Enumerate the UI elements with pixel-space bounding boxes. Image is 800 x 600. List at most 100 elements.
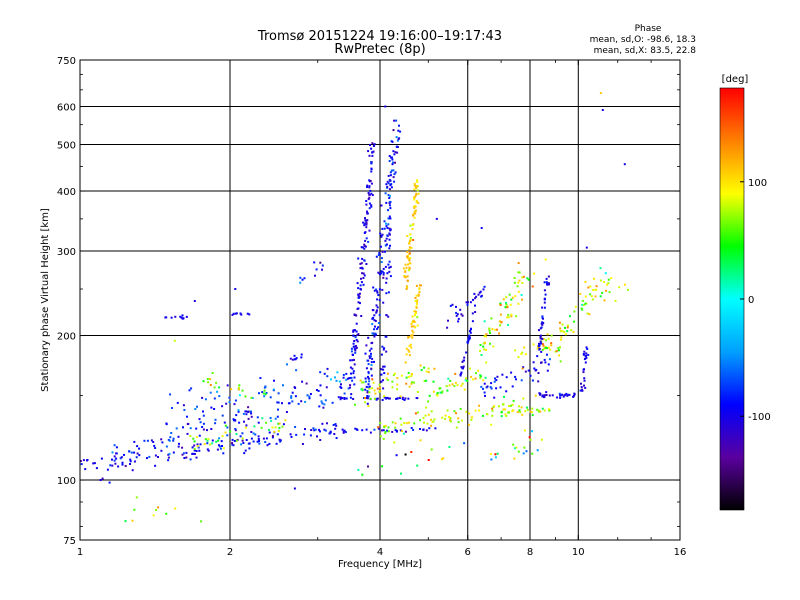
phase-stats-o: mean, sd,O: -98.6, 18.3 bbox=[590, 35, 696, 45]
data-point bbox=[209, 443, 212, 446]
data-point bbox=[465, 377, 467, 380]
data-point bbox=[584, 361, 587, 364]
data-point bbox=[407, 254, 410, 257]
data-point bbox=[400, 430, 403, 432]
data-point bbox=[323, 428, 326, 431]
data-point bbox=[263, 389, 266, 392]
data-point bbox=[300, 400, 303, 403]
data-point bbox=[599, 92, 602, 95]
data-point bbox=[384, 244, 387, 247]
data-point bbox=[257, 438, 260, 440]
data-point bbox=[543, 306, 546, 309]
data-point bbox=[360, 262, 363, 265]
data-point bbox=[241, 439, 244, 442]
data-point bbox=[253, 425, 256, 428]
data-point bbox=[405, 287, 408, 290]
x-tick-label: 10 bbox=[572, 547, 585, 558]
data-point bbox=[374, 332, 377, 335]
data-point bbox=[260, 426, 263, 429]
data-point bbox=[538, 342, 540, 345]
data-point bbox=[321, 268, 323, 271]
data-point bbox=[386, 180, 389, 183]
data-point bbox=[153, 444, 156, 447]
data-point bbox=[408, 385, 411, 388]
data-point bbox=[496, 375, 499, 378]
data-point bbox=[537, 380, 540, 383]
data-point bbox=[427, 371, 430, 374]
data-point bbox=[396, 151, 399, 154]
data-point bbox=[131, 469, 134, 472]
data-point bbox=[395, 119, 398, 122]
data-point bbox=[294, 395, 297, 398]
data-point bbox=[427, 367, 430, 370]
data-point bbox=[213, 408, 216, 410]
data-point bbox=[607, 278, 610, 281]
data-point bbox=[146, 439, 149, 442]
data-point bbox=[185, 451, 188, 454]
colorbar-label: [deg] bbox=[722, 74, 749, 85]
data-point bbox=[202, 414, 205, 417]
data-point bbox=[416, 300, 418, 303]
data-point bbox=[363, 244, 366, 247]
data-point bbox=[371, 309, 374, 311]
data-point bbox=[472, 298, 474, 301]
data-point bbox=[409, 262, 412, 265]
data-point bbox=[428, 394, 431, 397]
data-point bbox=[416, 324, 419, 327]
data-point bbox=[335, 437, 338, 439]
data-point bbox=[502, 403, 504, 406]
data-point bbox=[277, 422, 280, 425]
data-point bbox=[92, 462, 95, 465]
data-point bbox=[371, 357, 374, 360]
data-point bbox=[505, 390, 508, 393]
data-point bbox=[413, 188, 416, 191]
data-point bbox=[268, 431, 271, 434]
data-point bbox=[373, 397, 376, 400]
data-point bbox=[389, 228, 392, 231]
data-point bbox=[394, 426, 397, 429]
data-point bbox=[250, 437, 253, 440]
data-point bbox=[411, 381, 414, 384]
data-point bbox=[591, 298, 594, 301]
data-point bbox=[423, 380, 426, 382]
data-point bbox=[172, 451, 175, 454]
data-point bbox=[119, 457, 122, 460]
x-tick-label: 1 bbox=[77, 547, 83, 558]
data-point bbox=[365, 203, 368, 206]
data-point bbox=[183, 457, 186, 459]
data-point bbox=[400, 374, 403, 377]
data-point bbox=[581, 308, 584, 311]
data-point bbox=[561, 323, 564, 326]
data-point bbox=[386, 234, 389, 237]
data-point bbox=[447, 319, 449, 322]
data-point bbox=[592, 289, 595, 291]
data-point bbox=[354, 349, 357, 352]
data-point bbox=[185, 315, 188, 318]
chart-title: Tromsø 20151224 19:16:00–19:17:43 bbox=[257, 29, 502, 44]
data-point bbox=[407, 269, 410, 272]
data-point bbox=[480, 227, 483, 229]
data-point bbox=[410, 246, 413, 249]
data-point bbox=[414, 412, 417, 415]
data-point bbox=[373, 314, 376, 317]
data-point bbox=[269, 417, 272, 419]
data-point bbox=[376, 397, 379, 400]
data-point bbox=[382, 267, 385, 270]
data-point bbox=[488, 327, 491, 330]
data-point bbox=[388, 202, 391, 205]
data-point bbox=[531, 407, 534, 410]
data-point bbox=[478, 409, 480, 412]
data-point bbox=[231, 438, 234, 441]
data-point bbox=[500, 320, 503, 323]
data-point bbox=[243, 420, 245, 423]
data-point bbox=[364, 377, 367, 380]
data-point bbox=[392, 161, 394, 164]
data-point bbox=[269, 396, 272, 399]
data-point bbox=[372, 150, 375, 153]
y-tick-label: 750 bbox=[57, 56, 76, 67]
data-point bbox=[271, 436, 274, 439]
data-point bbox=[198, 449, 201, 452]
data-point bbox=[483, 285, 486, 288]
data-point bbox=[515, 315, 518, 318]
data-point bbox=[234, 288, 237, 290]
